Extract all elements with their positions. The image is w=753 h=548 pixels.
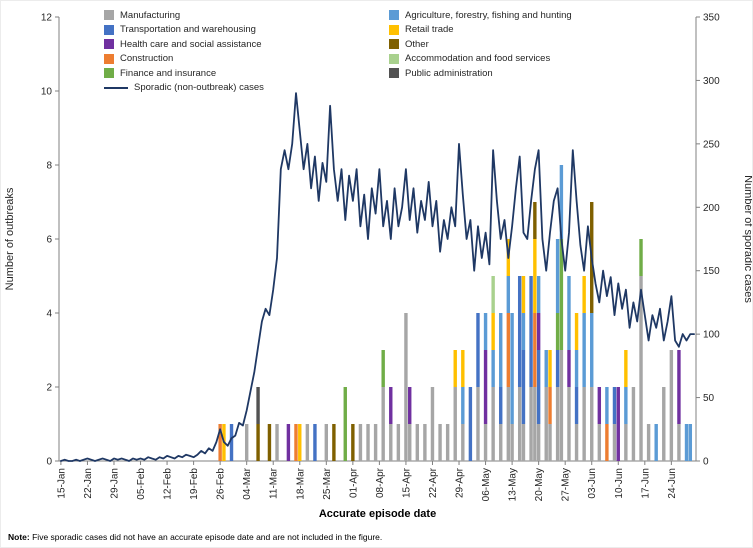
svg-text:15-Apr: 15-Apr (401, 467, 412, 498)
svg-text:22-Apr: 22-Apr (428, 467, 439, 498)
svg-text:17-Jun: 17-Jun (640, 468, 651, 499)
axes: 0 2 4 6 8 10 12 0 50 100 150 200 250 300 350 15-Jan 22-J… (4, 13, 753, 521)
sporadic-line-swatch-icon (104, 86, 128, 89)
legend-item-sporadic-cases: Sporadic (non-outbreak) cases (104, 81, 264, 96)
legend-label: Public administration (405, 67, 493, 79)
sporadic-cases-line (60, 92, 695, 462)
other-swatch-icon (389, 39, 399, 50)
svg-text:100: 100 (703, 330, 720, 341)
legend-label: Retail trade (405, 24, 454, 36)
svg-text:250: 250 (703, 139, 720, 150)
svg-text:10-Jun: 10-Jun (614, 468, 625, 499)
svg-text:15-Jan: 15-Jan (56, 468, 67, 499)
svg-text:08-Apr: 08-Apr (375, 467, 386, 498)
legend-item-finance: Finance and insurance (104, 66, 264, 81)
legend-item-manufacturing: Manufacturing (104, 8, 264, 23)
health-care-swatch-icon (104, 39, 114, 50)
public-administration-swatch-icon (389, 68, 399, 79)
svg-text:300: 300 (703, 76, 720, 87)
svg-text:Accurate episode date: Accurate episode date (319, 508, 436, 520)
accommodation-swatch-icon (389, 53, 399, 64)
figure-note: Note: Five sporadic cases did not have a… (8, 532, 382, 542)
svg-text:19-Feb: 19-Feb (189, 468, 200, 500)
legend-label: Agriculture, forestry, fishing and hunti… (405, 9, 572, 21)
svg-text:20-May: 20-May (534, 468, 545, 501)
svg-text:Number of sporadic cases: Number of sporadic cases (742, 175, 753, 303)
transportation-swatch-icon (104, 24, 114, 35)
legend-column-1: Manufacturing Transportation and warehou… (104, 8, 264, 95)
svg-text:6: 6 (46, 235, 52, 246)
construction-swatch-icon (104, 53, 114, 64)
svg-text:11-Mar: 11-Mar (269, 467, 280, 499)
svg-text:27-May: 27-May (561, 468, 572, 501)
svg-text:29-Jan: 29-Jan (109, 468, 120, 499)
svg-text:25-Mar: 25-Mar (322, 467, 333, 499)
combo-chart: 0 2 4 6 8 10 12 0 50 100 150 200 250 300 350 15-Jan 22-J… (4, 13, 753, 521)
agriculture-swatch-icon (389, 10, 399, 21)
svg-text:0: 0 (46, 457, 52, 468)
legend-label: Construction (120, 53, 174, 65)
legend-item-agriculture: Agriculture, forestry, fishing and hunti… (389, 8, 572, 23)
svg-text:24-Jun: 24-Jun (667, 468, 678, 499)
svg-text:2: 2 (46, 383, 52, 394)
svg-text:10: 10 (41, 87, 53, 98)
svg-text:50: 50 (703, 393, 715, 404)
svg-text:350: 350 (703, 13, 720, 24)
svg-text:01-Apr: 01-Apr (348, 467, 359, 498)
svg-text:04-Mar: 04-Mar (242, 467, 253, 499)
svg-text:26-Feb: 26-Feb (216, 468, 227, 500)
svg-text:22-Jan: 22-Jan (83, 468, 94, 499)
legend-column-2: Agriculture, forestry, fishing and hunti… (389, 8, 572, 81)
svg-text:18-Mar: 18-Mar (295, 467, 306, 499)
legend-item-public-administration: Public administration (389, 66, 572, 81)
legend-item-other: Other (389, 37, 572, 52)
svg-text:12-Feb: 12-Feb (163, 468, 174, 500)
note-label: Note: (8, 532, 30, 542)
legend-label: Manufacturing (120, 9, 181, 21)
note-text: Five sporadic cases did not have an accu… (32, 532, 383, 542)
svg-text:12: 12 (41, 13, 53, 24)
legend-label: Other (405, 38, 429, 50)
svg-text:150: 150 (703, 266, 720, 277)
svg-text:03-Jun: 03-Jun (587, 468, 598, 499)
svg-text:06-May: 06-May (481, 468, 492, 501)
manufacturing-swatch-icon (104, 10, 114, 21)
svg-text:Number of outbreaks: Number of outbreaks (4, 187, 16, 290)
legend-label: Finance and insurance (120, 67, 217, 79)
legend-item-accommodation: Accommodation and food services (389, 52, 572, 67)
svg-text:8: 8 (46, 161, 52, 172)
svg-text:200: 200 (703, 203, 720, 214)
legend-label: Sporadic (non-outbreak) cases (134, 82, 264, 94)
finance-swatch-icon (104, 68, 114, 79)
legend-label: Accommodation and food services (405, 53, 551, 65)
svg-text:4: 4 (46, 309, 52, 320)
legend-label: Transportation and warehousing (120, 24, 256, 36)
retail-trade-swatch-icon (389, 24, 399, 35)
legend-item-construction: Construction (104, 52, 264, 67)
legend-item-retail-trade: Retail trade (389, 23, 572, 38)
legend-label: Health care and social assistance (120, 38, 262, 50)
svg-text:05-Feb: 05-Feb (136, 468, 147, 500)
svg-text:0: 0 (703, 457, 709, 468)
svg-text:13-May: 13-May (508, 468, 519, 501)
svg-text:29-Apr: 29-Apr (455, 467, 466, 498)
legend-item-health-care: Health care and social assistance (104, 37, 264, 52)
legend-item-transportation: Transportation and warehousing (104, 23, 264, 38)
